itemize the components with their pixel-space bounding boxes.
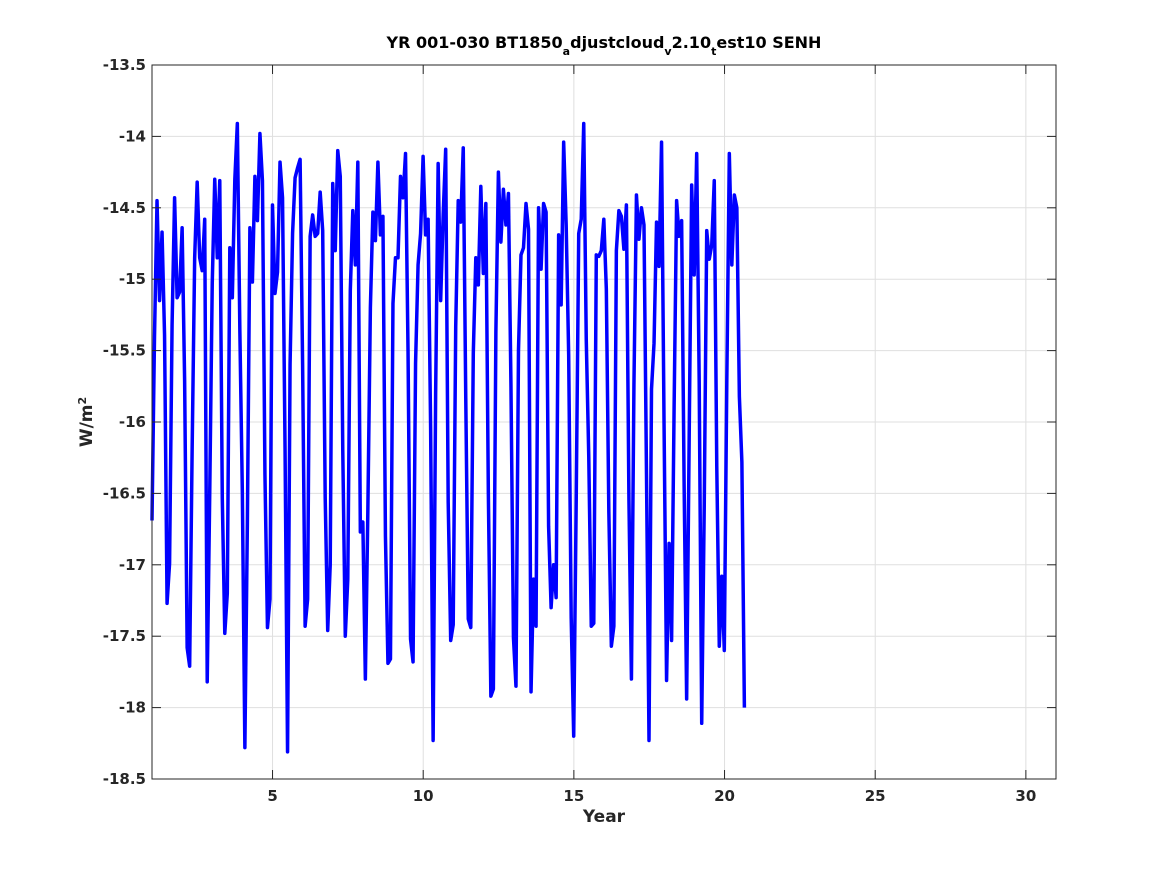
y-tick-label: -17.5 [103,627,146,645]
y-tick-label: -16 [119,413,146,431]
x-tick-label: 20 [714,787,735,805]
y-tick-labels: -18.5 -18 -17.5 -17 -16.5 -16 -15.5 -15 -14.5 -14… [103,56,146,788]
grid-lines [152,65,1056,779]
y-tick-label: -18.5 [103,770,146,788]
title-subscript: v [664,45,672,58]
y-tick-label: -18 [119,699,146,717]
x-tick-label: 25 [865,787,886,805]
x-tick-label: 5 [267,787,277,805]
title-text: djustcloud [570,33,664,52]
x-tick-label: 30 [1015,787,1036,805]
y-tick-label: -13.5 [103,56,146,74]
series-line [150,121,747,754]
title-text: 2.10 [672,33,711,52]
chart-title: YR 001-030 BT1850adjustcloudv2.10test10 … [386,33,822,58]
y-axis-title-base: W/m [77,404,97,447]
y-tick-label: -14.5 [103,199,146,217]
title-text: YR 001-030 BT1850 [386,33,563,52]
x-tick-label: 15 [563,787,584,805]
x-tick-labels: 5 10 15 20 25 30 [267,787,1036,805]
x-axis-title: Year [582,807,626,827]
x-tick-label: 10 [413,787,434,805]
title-text: est10 SENH [716,33,821,52]
y-tick-label: -15.5 [103,342,146,360]
axis-ticks [152,64,1056,780]
title-subscript: t [711,45,716,58]
data-series [150,121,747,754]
title-subscript: a [563,45,570,58]
y-tick-label: -15 [119,270,146,288]
y-axis-title-superscript: 2 [76,397,89,405]
y-tick-label: -14 [119,127,146,145]
y-tick-label: -17 [119,556,146,574]
y-tick-label: -16.5 [103,484,146,502]
y-axis-title: W/m2 [76,397,98,447]
